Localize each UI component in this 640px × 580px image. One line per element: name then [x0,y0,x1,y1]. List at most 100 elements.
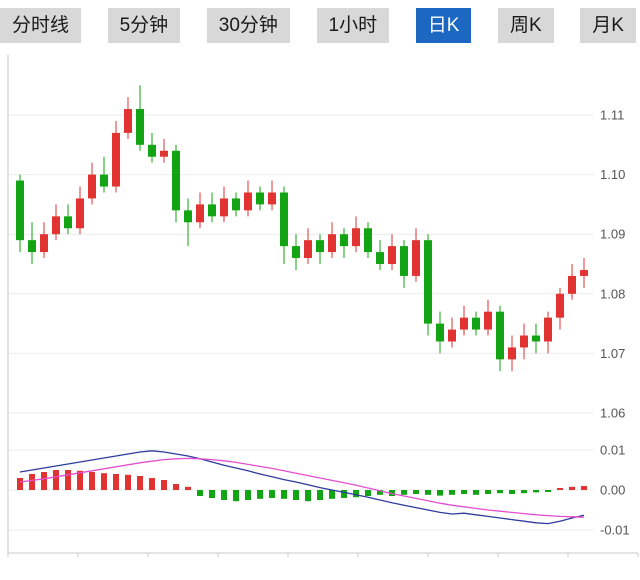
candle-body [388,246,396,264]
macd-histogram-bar [305,490,311,502]
macd-histogram-bar [317,490,323,500]
candle-body [40,234,48,253]
candle-body [460,317,468,330]
candle-body [196,204,204,223]
candle-body [436,323,444,342]
macd-histogram-bar [569,486,575,490]
price-axis-label: 1.09 [600,227,625,242]
macd-axis-label: 0.00 [600,483,625,498]
macd-histogram-bar [581,486,587,490]
macd-axis-label: 0.01 [600,443,625,458]
candle-body [76,198,84,229]
macd-histogram-bar [185,486,191,490]
tab-30min[interactable]: 30分钟 [206,7,290,43]
candle-body [472,317,480,330]
candle-body [52,216,60,235]
macd-histogram-bar [485,490,491,494]
macd-histogram-bar [89,472,95,490]
chart-area: 1.11 1.10 1.09 1.08 1.07 1.06 0.01 0.00 -0.01 [0,48,640,580]
macd-histogram-bar [377,490,383,495]
candle-body [208,204,216,217]
candle-body [448,329,456,342]
macd-histogram-bar [53,470,59,490]
candle-body [28,240,36,253]
tab-5min[interactable]: 5分钟 [107,7,181,43]
candle-body [268,192,276,205]
candle-body [256,192,264,205]
candle-body [364,228,372,253]
macd-histogram-bar [281,490,287,499]
macd-histogram-bar [509,490,515,494]
candle-body [112,132,120,187]
candle-body [304,240,312,259]
macd-axis-label: -0.01 [600,523,630,538]
candle-body [316,240,324,253]
candle-body [544,317,552,342]
candle-body [496,311,504,360]
macd-histogram-bar [533,490,539,493]
kline-macd-chart[interactable]: 1.11 1.10 1.09 1.08 1.07 1.06 0.01 0.00 -0.01 [0,48,640,580]
price-axis-label: 1.08 [600,286,625,301]
macd-histogram-bar [65,470,71,490]
candle-body [124,109,132,133]
price-axis-label: 1.11 [600,108,624,123]
candle-body [136,109,144,145]
price-axis-label: 1.07 [600,346,625,361]
macd-histogram-bar [413,490,419,494]
candle-body [160,150,168,157]
candle-body [340,234,348,247]
macd-histogram-bar [269,490,275,498]
candle-body [172,150,180,211]
macd-histogram-bar [161,480,167,490]
macd-histogram-bar [425,490,431,495]
candle-body [292,246,300,259]
macd-histogram-bar [173,484,179,490]
tab-timeline[interactable]: 分时线 [0,7,82,43]
macd-histogram-bar [233,490,239,502]
candle-body [412,240,420,276]
candle-body [508,347,516,360]
tab-1hour[interactable]: 1小时 [316,7,390,43]
macd-histogram-bar [545,490,551,492]
macd-histogram-bar [557,488,563,490]
candle-body [148,144,156,157]
macd-histogram-bar [41,472,47,490]
candle-body [184,210,192,223]
candle-body [232,198,240,211]
candle-body [64,216,72,229]
macd-histogram-bar [101,473,107,490]
candle-body [520,335,528,348]
macd-histogram-bar [293,490,299,500]
candle-body [580,269,588,276]
macd-histogram-bar [77,470,83,490]
candle-body [88,174,96,199]
macd-histogram-bar [137,476,143,490]
candle-body [16,180,24,241]
macd-histogram-bar [521,490,527,494]
candle-body [328,234,336,253]
price-axis-label: 1.06 [600,406,625,421]
macd-histogram-bar [461,490,467,494]
macd-histogram-bar [473,490,479,495]
macd-histogram-bar [257,490,263,499]
price-axis-label: 1.10 [600,167,625,182]
candle-body [424,240,432,324]
period-toolbar: 分时线 5分钟 30分钟 1小时 日K 周K 月K [0,0,640,48]
macd-histogram-bar [401,490,407,495]
macd-histogram-bar [221,490,227,500]
candle-body [400,246,408,276]
macd-histogram-bar [125,474,131,490]
candle-body [100,174,108,187]
macd-histogram-bar [209,490,215,498]
candle-body [352,228,360,247]
macd-histogram-bar [353,490,359,498]
macd-histogram-bar [365,490,371,496]
tab-monthly-k[interactable]: 月K [580,7,636,43]
macd-histogram-bar [437,490,443,496]
macd-histogram-bar [449,490,455,495]
tab-daily-k[interactable]: 日K [415,7,472,43]
macd-dea-line [19,457,585,518]
macd-histogram-bar [113,474,119,490]
tab-weekly-k[interactable]: 周K [497,7,554,43]
macd-histogram-bar [341,490,347,498]
